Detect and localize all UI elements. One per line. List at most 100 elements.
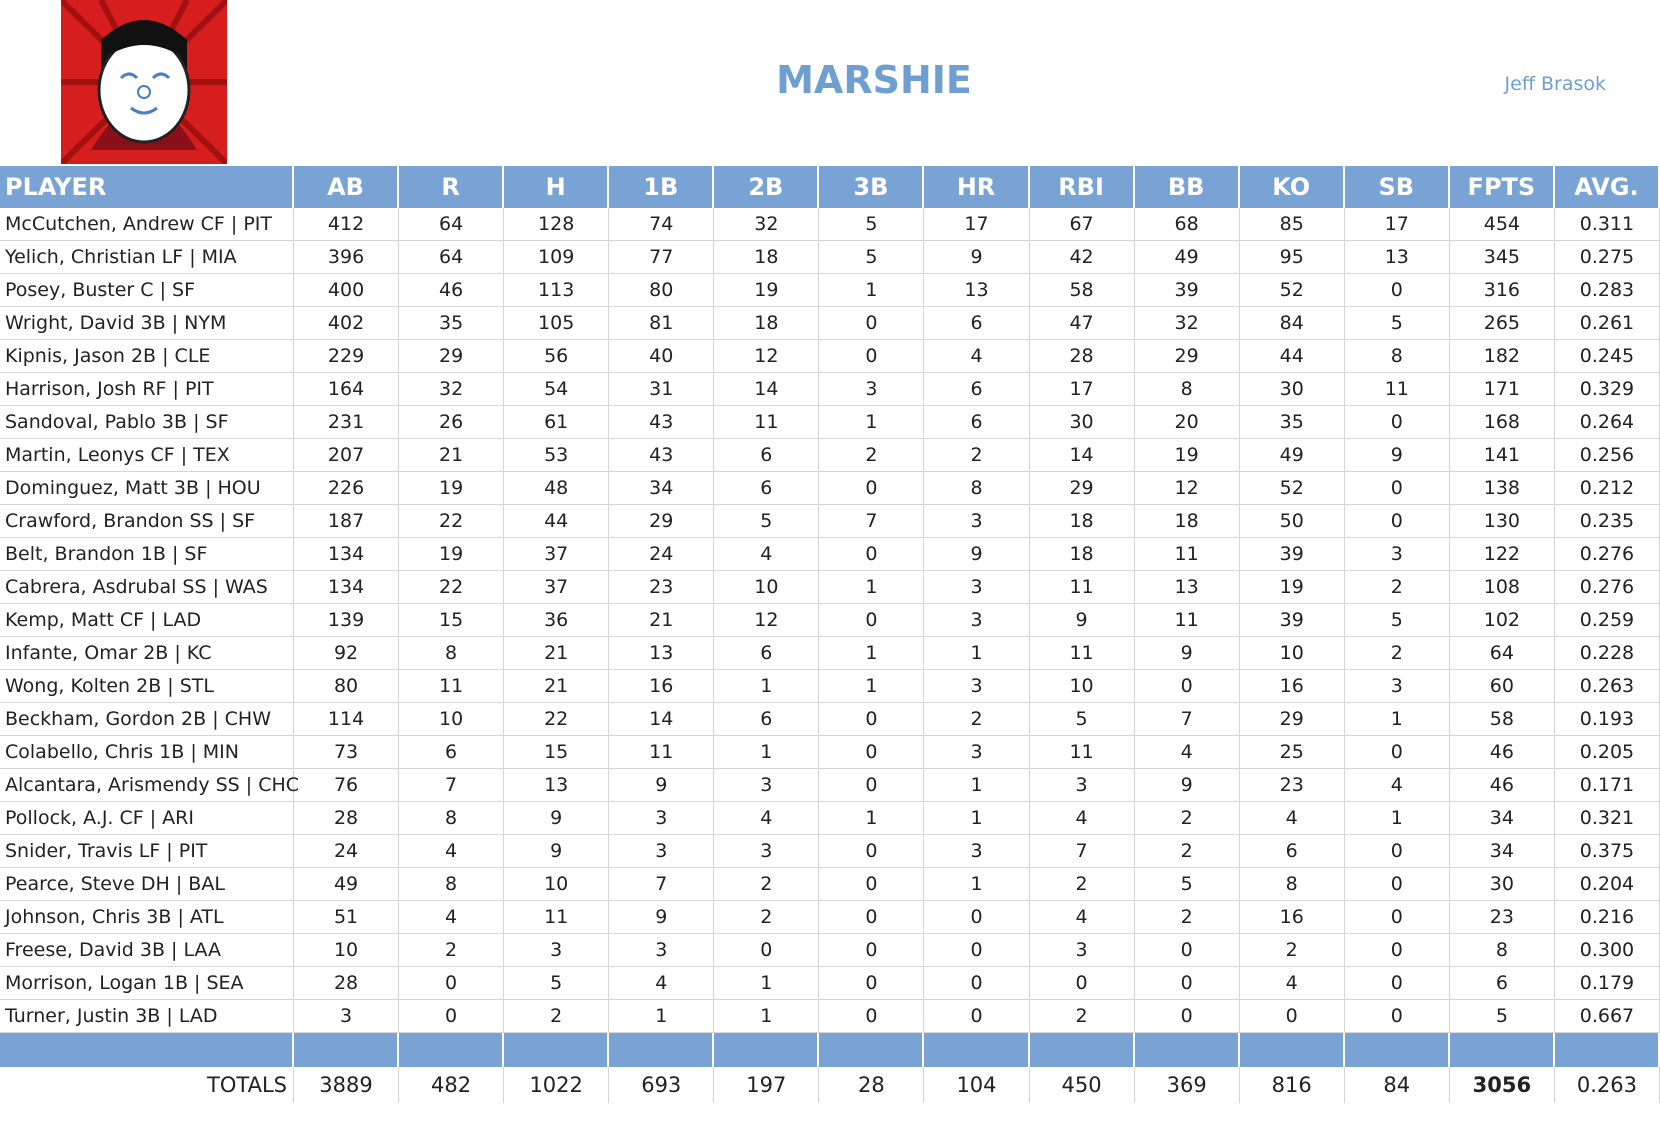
player-name: Dominguez, Matt 3B | HOU: [0, 472, 294, 505]
stat-cell: 4: [1029, 802, 1135, 835]
stat-cell: 19: [399, 472, 505, 505]
stat-cell: 0: [819, 934, 925, 967]
stat-cell: 0.283: [1554, 274, 1660, 307]
stat-cell: 0: [1344, 472, 1450, 505]
stat-cell: 0: [1134, 670, 1240, 703]
player-name: Pearce, Steve DH | BAL: [0, 868, 294, 901]
stat-cell: 2: [714, 901, 820, 934]
stat-cell: 44: [504, 505, 610, 538]
owner-name: Jeff Brasok: [1504, 73, 1606, 95]
player-name: Posey, Buster C | SF: [0, 274, 294, 307]
player-name: Colabello, Chris 1B | MIN: [0, 736, 294, 769]
team-title: MARSHIE: [776, 58, 972, 102]
stat-cell: 19: [1239, 571, 1345, 604]
column-header: 1B: [609, 166, 715, 208]
stat-cell: 15: [399, 604, 505, 637]
stat-cell: 6: [924, 406, 1030, 439]
stat-cell: 8: [924, 472, 1030, 505]
stat-cell: 5: [819, 208, 925, 241]
stat-cell: 80: [609, 274, 715, 307]
stat-cell: 3: [294, 1000, 400, 1033]
column-header: SB: [1344, 166, 1450, 208]
stat-cell: 1: [714, 670, 820, 703]
stat-cell: 0.171: [1554, 769, 1660, 802]
stat-cell: 0: [819, 703, 925, 736]
stat-cell: 6: [714, 637, 820, 670]
total-cell: 816: [1240, 1067, 1345, 1103]
stat-cell: 1: [819, 670, 925, 703]
stat-cell: 9: [504, 802, 610, 835]
stat-cell: 28: [294, 967, 400, 1000]
stat-cell: 32: [1134, 307, 1240, 340]
stat-cell: 7: [1134, 703, 1240, 736]
stat-cell: 1: [924, 637, 1030, 670]
stat-cell: 0: [819, 736, 925, 769]
stat-cell: 84: [1239, 307, 1345, 340]
stat-cell: 50: [1239, 505, 1345, 538]
stat-cell: 9: [609, 901, 715, 934]
stat-cell: 0.205: [1554, 736, 1660, 769]
stat-cell: 42: [1029, 241, 1135, 274]
spacer-cell: [1344, 1033, 1450, 1067]
stat-cell: 48: [504, 472, 610, 505]
stat-cell: 24: [294, 835, 400, 868]
stat-cell: 56: [504, 340, 610, 373]
stat-cell: 0.329: [1554, 373, 1660, 406]
stat-cell: 30: [1029, 406, 1135, 439]
stat-cell: 1: [1344, 703, 1450, 736]
stat-cell: 130: [1449, 505, 1555, 538]
stat-cell: 34: [1449, 835, 1555, 868]
stat-cell: 2: [819, 439, 925, 472]
stat-cell: 3: [924, 571, 1030, 604]
stat-cell: 7: [609, 868, 715, 901]
stat-cell: 3: [924, 835, 1030, 868]
stat-cell: 18: [1029, 505, 1135, 538]
stat-cell: 0: [1134, 967, 1240, 1000]
stat-cell: 0: [1239, 1000, 1345, 1033]
player-name: McCutchen, Andrew CF | PIT: [0, 208, 294, 241]
team-logo: [61, 0, 227, 164]
stat-cell: 1: [609, 1000, 715, 1033]
stat-cell: 171: [1449, 373, 1555, 406]
stat-cell: 108: [1449, 571, 1555, 604]
stat-cell: 29: [1029, 472, 1135, 505]
stat-cell: 2: [504, 1000, 610, 1033]
stat-cell: 25: [1239, 736, 1345, 769]
stat-cell: 14: [1029, 439, 1135, 472]
stat-cell: 23: [1239, 769, 1345, 802]
stat-cell: 28: [294, 802, 400, 835]
spacer-cell: [1449, 1033, 1555, 1067]
stat-cell: 4: [924, 340, 1030, 373]
column-header: HR: [924, 166, 1030, 208]
stat-cell: 412: [294, 208, 400, 241]
column-header: 3B: [819, 166, 925, 208]
stat-cell: 0.263: [1554, 670, 1660, 703]
stat-cell: 10: [399, 703, 505, 736]
stat-cell: 2: [714, 868, 820, 901]
stat-cell: 0: [1344, 736, 1450, 769]
stat-cell: 5: [714, 505, 820, 538]
stat-cell: 16: [609, 670, 715, 703]
stat-cell: 52: [1239, 472, 1345, 505]
total-cell: 28: [819, 1067, 925, 1103]
stat-cell: 6: [399, 736, 505, 769]
stat-cell: 18: [714, 307, 820, 340]
total-cell: 369: [1135, 1067, 1240, 1103]
stat-cell: 29: [399, 340, 505, 373]
stat-cell: 13: [504, 769, 610, 802]
stat-cell: 3: [924, 736, 1030, 769]
stat-cell: 454: [1449, 208, 1555, 241]
stat-cell: 345: [1449, 241, 1555, 274]
column-header: AB: [294, 166, 400, 208]
stat-cell: 47: [1029, 307, 1135, 340]
stat-cell: 229: [294, 340, 400, 373]
stat-cell: 6: [924, 307, 1030, 340]
stat-cell: 0: [819, 472, 925, 505]
stat-cell: 187: [294, 505, 400, 538]
total-cell: 0.263: [1555, 1067, 1660, 1103]
stat-cell: 8: [399, 802, 505, 835]
stat-cell: 265: [1449, 307, 1555, 340]
stat-cell: 28: [1029, 340, 1135, 373]
stat-cell: 0.245: [1554, 340, 1660, 373]
player-name: Sandoval, Pablo 3B | SF: [0, 406, 294, 439]
